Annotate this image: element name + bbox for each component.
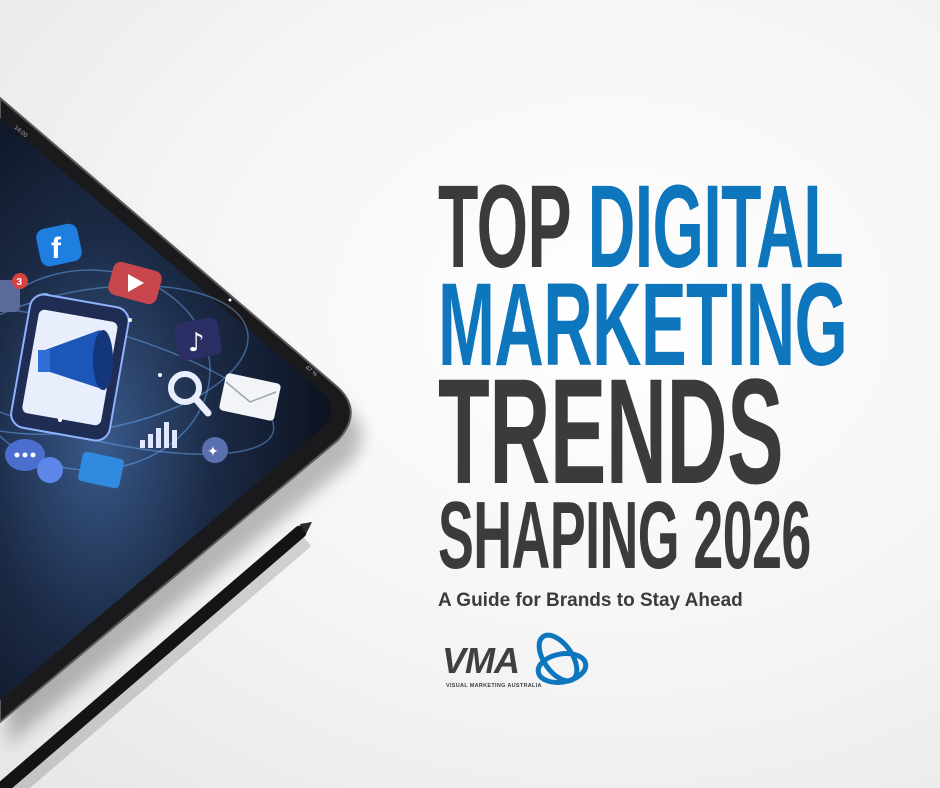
- logo-name: VMA: [442, 640, 520, 681]
- svg-text:f: f: [51, 232, 62, 265]
- tiktok-icon: ♪: [174, 317, 222, 361]
- svg-text:♪: ♪: [188, 328, 205, 358]
- youtube-icon: [108, 261, 162, 305]
- headline-digital: DIGITAL: [587, 161, 844, 293]
- stylus-pen: [0, 522, 312, 788]
- chat-icon: [5, 439, 63, 483]
- facebook-icon: f: [36, 223, 82, 267]
- svg-text:✦: ✦: [207, 444, 219, 460]
- megaphone-icon: [10, 293, 130, 442]
- mail-icon: [219, 373, 281, 421]
- search-icon: [168, 371, 212, 417]
- tablet-screen: [0, 118, 331, 700]
- logo-tagline: VISUAL MARKETING AUSTRALIA: [446, 683, 542, 689]
- logo-swoosh-icon: [535, 632, 589, 685]
- headline-line-1: TOP DIGITAL: [438, 168, 844, 286]
- notification-badge: 3: [17, 277, 23, 288]
- mail-notification-icon: 3: [0, 273, 28, 312]
- headline-line-3: TRENDS: [438, 347, 784, 515]
- vma-logo: VMA VISUAL MARKETING AUSTRALIA: [440, 628, 590, 698]
- headline-top: TOP: [438, 161, 570, 293]
- envelope-icon: [78, 451, 124, 489]
- subtitle: A Guide for Brands to Stay Ahead: [438, 590, 743, 611]
- chart-icon: [140, 422, 177, 448]
- headline-line-2: MARKETING: [438, 259, 848, 391]
- bird-icon: ✦: [202, 437, 228, 463]
- headline-line-4: SHAPING 2026: [438, 482, 811, 589]
